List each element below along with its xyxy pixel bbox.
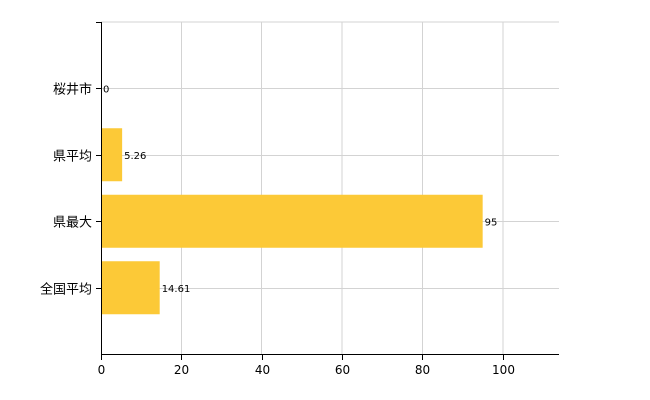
x-tick-label: 60 <box>335 363 350 377</box>
data-label: 95 <box>485 217 498 228</box>
category-label: 県最大 <box>53 216 92 231</box>
bar <box>101 128 123 182</box>
data-label: 0 <box>103 84 109 95</box>
x-tick-label: 40 <box>255 363 270 377</box>
category-label: 桜井市 <box>53 82 92 98</box>
category-label: 全国平均 <box>40 282 92 298</box>
data-label: 14.61 <box>162 284 191 295</box>
grid <box>101 21 559 354</box>
bar <box>101 261 160 315</box>
category-label: 県平均 <box>53 150 92 165</box>
bar <box>101 194 483 248</box>
x-tick-label: 80 <box>415 363 430 377</box>
x-tick-label: 0 <box>98 363 106 377</box>
x-tick-label: 20 <box>174 363 189 377</box>
data-label: 5.26 <box>124 151 146 162</box>
x-tick-label: 100 <box>492 363 515 377</box>
axes <box>96 22 559 360</box>
bars <box>101 128 483 315</box>
